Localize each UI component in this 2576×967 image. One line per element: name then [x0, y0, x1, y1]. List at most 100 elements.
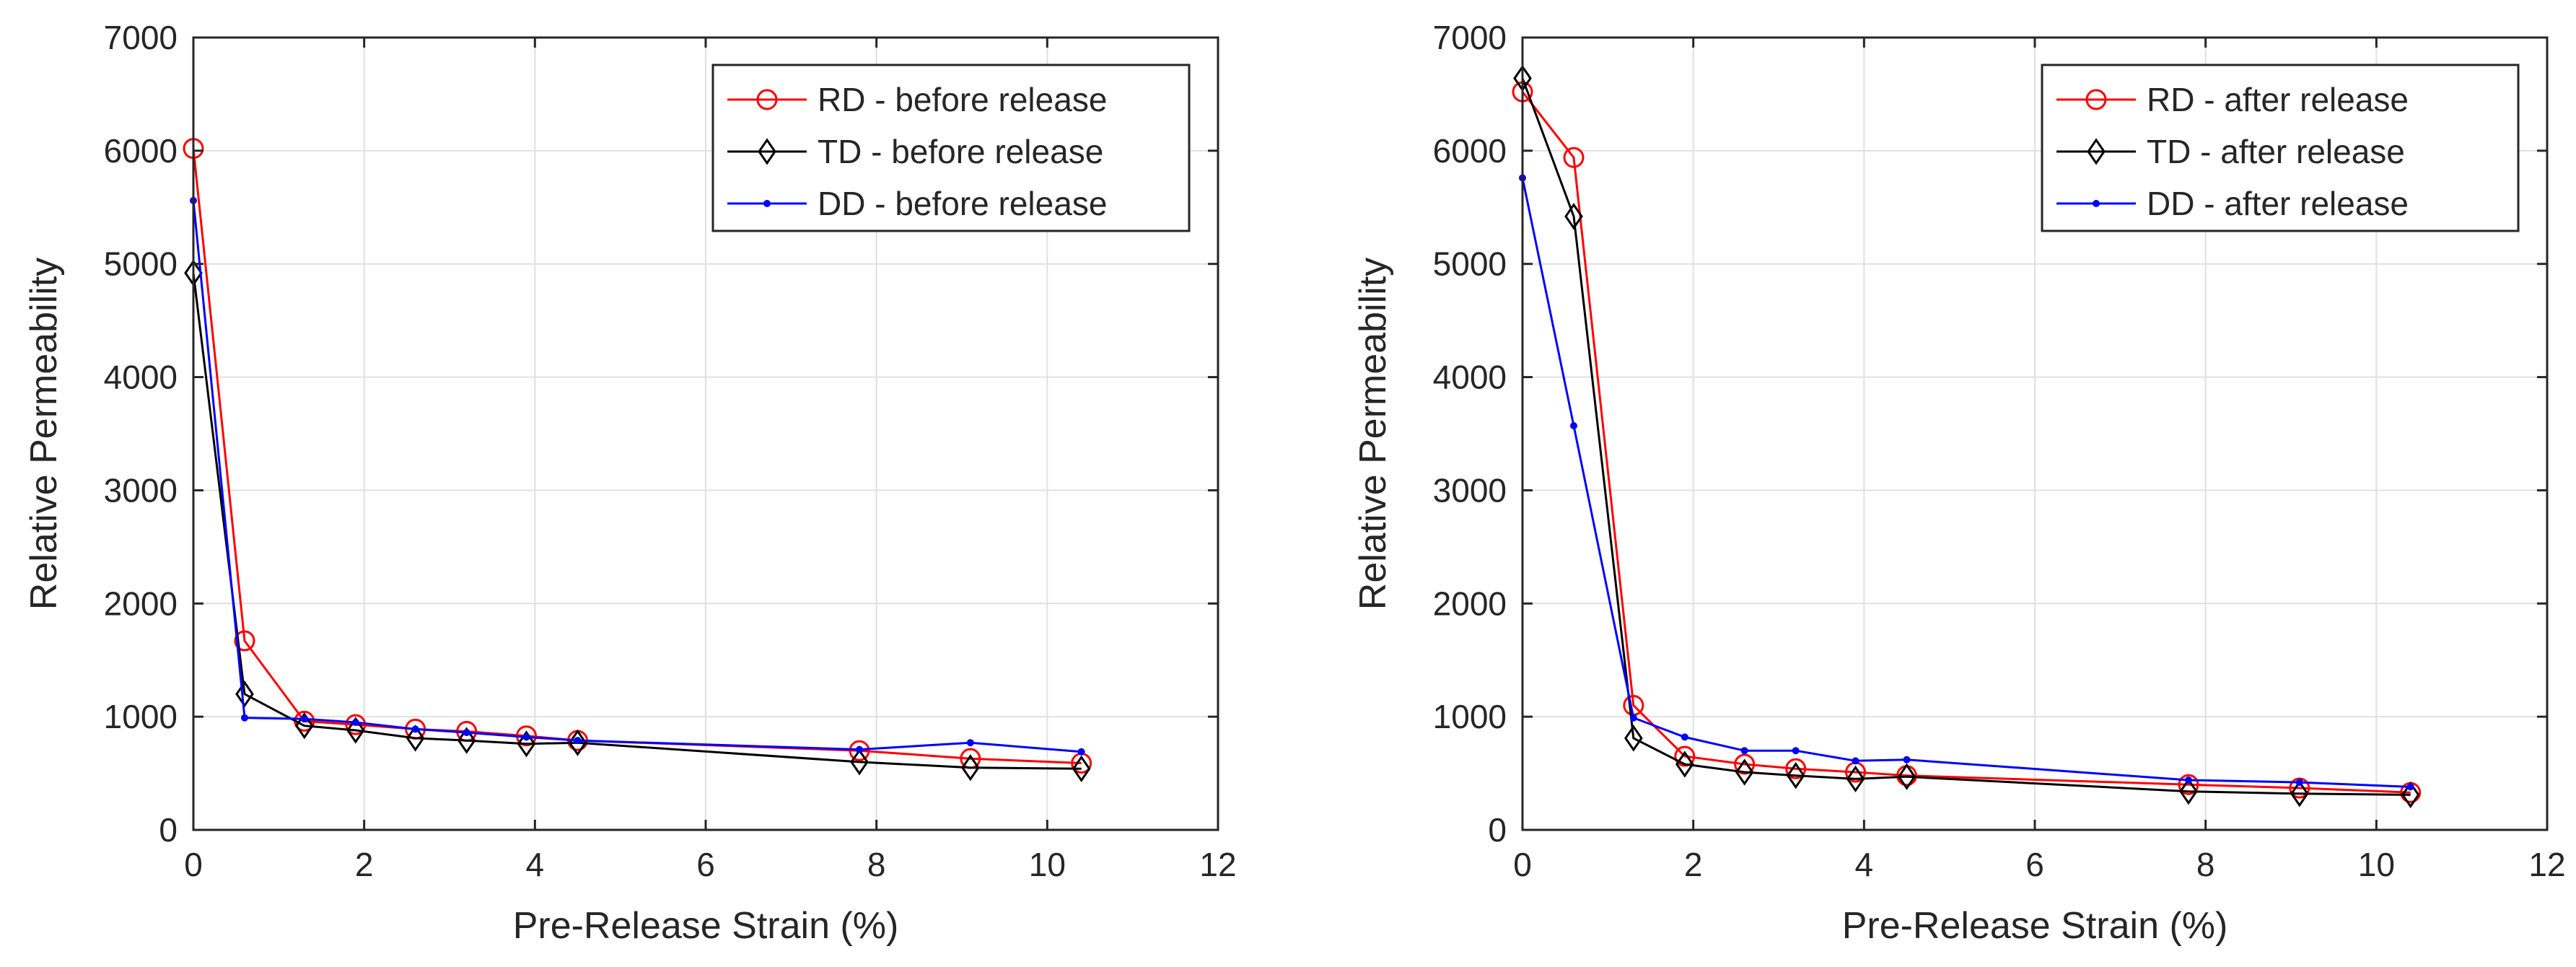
data-point	[234, 630, 255, 652]
y-tick-label: 2000	[104, 585, 178, 622]
y-tick-label: 1000	[1433, 698, 1507, 735]
y-tick-label: 0	[1488, 811, 1507, 849]
data-point	[568, 729, 587, 756]
data-point	[411, 725, 419, 733]
chart-panel-1: 0 2 4 6 8 10 12 0 1000 2000 3000 4000 5000 6000 7000 Pr…	[23, 19, 1237, 947]
series-td-after-release-line	[1521, 77, 2411, 796]
x-tick-label: 8	[2196, 846, 2215, 883]
data-point	[300, 715, 308, 723]
legend-entry-dd-after-release: DD - after release	[2056, 185, 2409, 222]
legend-label: RD - after release	[2147, 81, 2409, 118]
y-tick-label: 0	[159, 811, 178, 849]
data-point	[2290, 780, 2309, 808]
legend-label: DD - after release	[2147, 185, 2409, 222]
data-point	[850, 748, 869, 776]
y-tick-label: 6000	[1433, 132, 1507, 170]
x-tick-label: 12	[2528, 846, 2565, 883]
data-point	[2295, 779, 2303, 787]
y-tick-label: 6000	[104, 132, 178, 170]
data-point	[522, 733, 530, 741]
data-point	[406, 725, 425, 752]
legend-label: TD - before release	[818, 133, 1103, 170]
data-point	[1570, 422, 1577, 430]
legend: RD - before release TD - before release DD…	[711, 64, 1191, 232]
x-tick-label: 4	[1855, 846, 1874, 883]
y-axis-label: Relative Permeability	[23, 258, 65, 610]
data-point	[457, 727, 476, 754]
data-point	[1629, 714, 1637, 722]
data-point	[351, 718, 359, 726]
y-tick-label: 5000	[104, 245, 178, 283]
legend-entry-rd-before-release: RD - before release	[727, 81, 1107, 118]
data-point	[345, 714, 367, 735]
x-axis-label: Pre-Release Strain (%)	[513, 905, 899, 947]
legend-label: DD - before release	[818, 185, 1107, 222]
x-tick-label: 8	[867, 846, 886, 883]
data-point	[1077, 748, 1085, 756]
data-point	[1564, 203, 1583, 230]
x-tick-label: 10	[2358, 846, 2395, 883]
series-td-after-release	[1513, 64, 2420, 809]
x-tick-label: 0	[1513, 846, 1532, 883]
legend-marker	[2093, 200, 2100, 207]
data-point	[1903, 756, 1911, 763]
data-point	[235, 681, 254, 708]
data-point	[2178, 774, 2199, 795]
data-point	[856, 745, 863, 753]
y-tick-label: 7000	[104, 19, 178, 56]
x-tick-label: 2	[1684, 846, 1703, 883]
x-axis-label: Pre-Release Strain (%)	[1842, 905, 2228, 947]
y-tick-label: 3000	[1433, 471, 1507, 509]
data-point	[1681, 733, 1688, 741]
legend-entry-td-before-release: TD - before release	[727, 133, 1103, 170]
data-point	[1072, 755, 1091, 782]
data-point	[1734, 753, 1756, 775]
legend-label: TD - after release	[2147, 133, 2405, 170]
legend-label: RD - before release	[818, 81, 1107, 118]
y-tick-label: 2000	[1433, 585, 1507, 622]
legend-marker	[2087, 138, 2106, 165]
legend-marker	[763, 200, 771, 207]
data-point	[574, 737, 582, 745]
data-point	[2289, 777, 2310, 799]
y-tick-label: 4000	[1433, 359, 1507, 396]
data-point	[1624, 725, 1643, 752]
series-rd-after-release-line	[1521, 91, 2411, 794]
legend-marker	[758, 138, 776, 165]
x-tick-label: 4	[526, 846, 545, 883]
data-point	[1785, 758, 1807, 779]
x-tick-label: 0	[184, 846, 203, 883]
legend-marker	[2085, 89, 2107, 110]
data-point	[2406, 783, 2414, 791]
legend-entry-dd-before-release: DD - before release	[727, 185, 1107, 222]
y-tick-label: 4000	[104, 359, 178, 396]
legend-entry-td-after-release: TD - after release	[2056, 133, 2405, 170]
data-point	[1674, 745, 1696, 767]
data-point	[2179, 778, 2198, 805]
x-tick-label: 2	[355, 846, 374, 883]
data-point	[517, 730, 536, 758]
data-point	[1792, 747, 1800, 755]
x-tick-label: 10	[1029, 846, 1066, 883]
chart-panel-2: 0 2 4 6 8 10 12 0 1000 2000 3000 4000 5000 6000 7000 Pr…	[1352, 19, 2566, 947]
legend: RD - after release TD - after release DD -…	[2041, 64, 2520, 232]
y-tick-label: 7000	[1433, 19, 1507, 56]
data-point	[1846, 765, 1865, 793]
data-point	[1735, 758, 1754, 786]
legend-marker	[756, 89, 778, 110]
y-axis-label: Relative Permeability	[1352, 258, 1394, 610]
data-point	[2185, 776, 2192, 784]
x-tick-label: 6	[696, 846, 715, 883]
data-point	[2401, 781, 2420, 809]
y-tick-label: 3000	[104, 471, 178, 509]
data-point	[961, 754, 980, 782]
data-point	[295, 712, 314, 740]
data-point	[966, 739, 974, 747]
series-td-before-release-line	[192, 273, 1082, 770]
y-tick-label: 1000	[104, 698, 178, 735]
data-point	[463, 729, 470, 737]
legend-entry-rd-after-release: RD - after release	[2056, 81, 2409, 118]
data-point	[1786, 762, 1805, 789]
data-point	[1740, 747, 1748, 755]
